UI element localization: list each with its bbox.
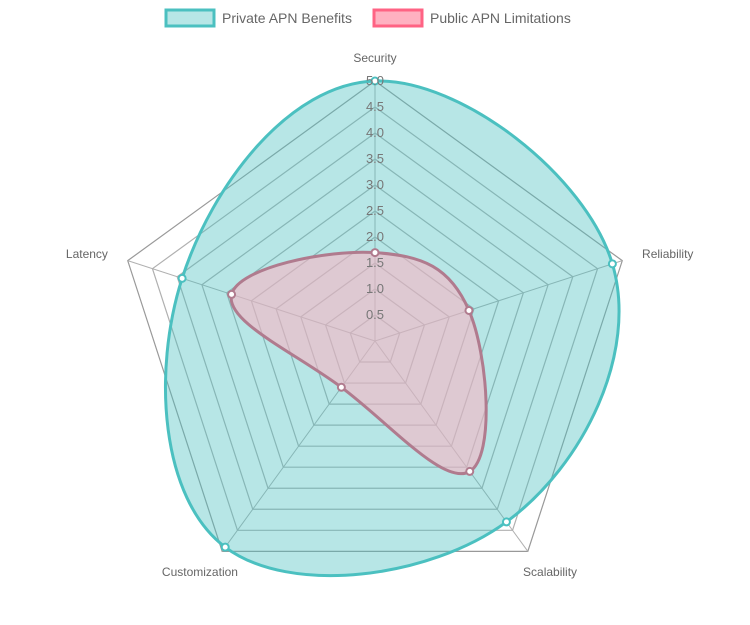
tick-label: 5.0 [366,73,384,88]
data-point-public-scalability[interactable] [465,466,475,476]
tick-labels: 0.5 1.0 1.5 2.0 2.5 3.0 3.5 4.0 4.5 5.0 [366,73,384,322]
axis-label-scalability: Scalability [523,565,577,579]
tick-label: 3.0 [366,177,384,192]
legend-item-private[interactable]: Private APN Benefits [164,8,352,28]
axis-labels: Security Reliability Scalability Customizat… [66,51,694,579]
tick-label: 1.0 [366,281,384,296]
legend: Private APN Benefits Public APN Limitati… [164,8,571,28]
tick-label: 2.0 [366,229,384,244]
legend-swatch-private [164,8,216,28]
data-point-public-latency[interactable] [227,289,237,299]
data-point-private-latency[interactable] [177,273,187,283]
tick-label: 0.5 [366,307,384,322]
axis-label-latency: Latency [66,247,108,261]
grid-ring [151,106,599,531]
tick-label: 4.0 [366,125,384,140]
data-point-private-customization[interactable] [220,542,230,552]
data-point-public-customization[interactable] [336,382,346,392]
legend-item-public[interactable]: Public APN Limitations [372,8,571,28]
data-point-public-reliability[interactable] [464,305,474,315]
series-layer [164,76,621,578]
series-public [227,248,488,476]
axis-label-customization: Customization [162,565,238,579]
legend-label-private: Private APN Benefits [222,10,352,26]
axis-label-reliability: Reliability [642,247,693,261]
grid-ring [201,158,549,489]
data-point-private-reliability[interactable] [607,259,617,269]
grid-ring [176,132,574,510]
legend-swatch-public [372,8,424,28]
grid-ring [127,80,623,552]
tick-label: 1.5 [366,255,384,270]
data-point-private-security[interactable] [370,76,380,86]
tick-label: 3.5 [366,151,384,166]
axis-label-security: Security [353,51,396,65]
legend-label-public: Public APN Limitations [430,10,571,26]
data-point-public-security[interactable] [370,248,380,258]
tick-label: 2.5 [366,203,384,218]
tick-label: 4.5 [366,99,384,114]
data-point-private-scalability[interactable] [501,517,511,527]
